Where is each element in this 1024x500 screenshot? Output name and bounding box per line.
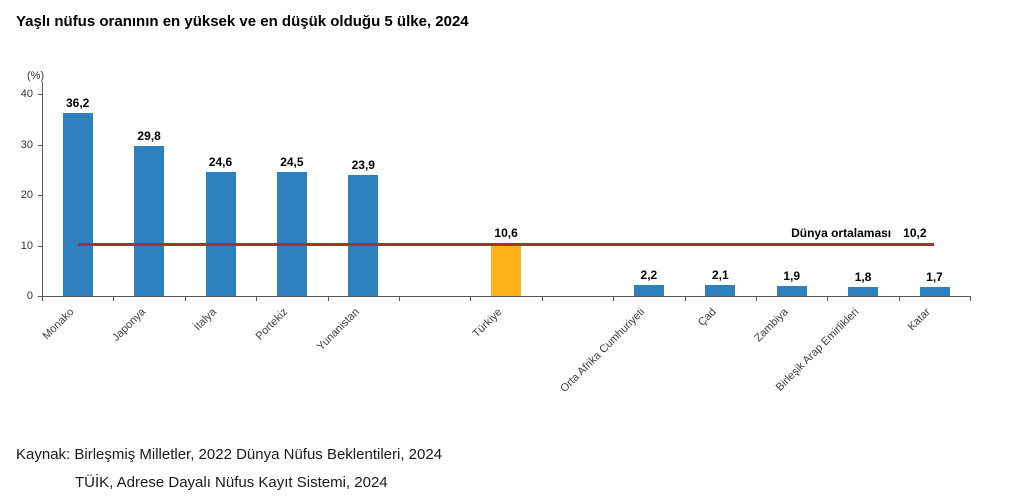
x-category-label-text: Çad <box>696 306 719 329</box>
x-axis-tick <box>898 297 900 301</box>
x-axis-line <box>42 296 972 297</box>
bar <box>348 175 379 296</box>
bar-value-label: 24,5 <box>280 155 304 170</box>
x-axis-tick <box>970 297 972 301</box>
bar <box>919 287 950 296</box>
x-axis-tick <box>470 297 472 301</box>
x-category-label-text: Katar <box>905 306 933 334</box>
bar-value-label: 1,9 <box>783 269 801 284</box>
bar-value-label: 29,8 <box>137 128 161 143</box>
bar-value-label: 2,1 <box>711 268 729 283</box>
y-axis-tick <box>38 94 42 95</box>
bar <box>134 145 165 296</box>
bar-value-label: 23,9 <box>351 158 375 173</box>
y-tick-label: 20 <box>20 189 33 201</box>
x-category-label-text: Zambiya <box>751 306 791 345</box>
chart-title: Yaşlı nüfus oranının en yüksek ve en düş… <box>16 13 469 30</box>
x-axis-tick <box>827 297 829 301</box>
x-axis-tick <box>613 297 615 301</box>
x-axis-tick <box>42 297 43 301</box>
bar <box>776 286 807 296</box>
x-category-label-text: İtalya <box>191 306 219 334</box>
y-tick-label: 0 <box>26 290 33 302</box>
y-axis-line <box>42 82 43 297</box>
bar <box>491 242 522 296</box>
y-tick-label: 10 <box>20 239 33 252</box>
y-axis-tick <box>38 195 42 196</box>
world-average-label-text: Dünya ortalaması <box>791 225 892 240</box>
x-axis-tick <box>327 297 329 301</box>
world-average-value: 10,2 <box>903 225 927 240</box>
bar-value-label: 1,7 <box>926 270 943 285</box>
source-line-2: TÜİK, Adrese Dayalı Nüfus Kayıt Sistemi,… <box>75 474 388 491</box>
world-average-label: Dünya ortalaması 10,2 <box>667 225 927 240</box>
bar <box>276 172 307 296</box>
bar-value-label: 36,2 <box>66 96 90 111</box>
bar-value-label: 2,2 <box>640 267 658 282</box>
bar <box>62 113 93 296</box>
x-category-label-text: Portekiz <box>253 306 291 343</box>
x-category-label-text: Monako <box>40 306 77 343</box>
x-category-label-text: Yunanistan <box>314 306 362 353</box>
x-category-label-text: Japonya <box>109 306 148 344</box>
bar <box>205 171 236 296</box>
y-axis-tick <box>38 296 42 297</box>
x-axis-tick <box>541 297 543 301</box>
source-note: Kaynak: Birleşmiş Milletler, 2022 Dünya … <box>16 441 442 497</box>
x-axis-tick <box>399 297 400 301</box>
bar <box>633 284 664 296</box>
bar <box>848 286 879 296</box>
bar <box>705 285 736 296</box>
x-axis-tick <box>113 297 115 301</box>
x-category-label-text: Türkiye <box>470 306 505 340</box>
x-category-label-text: Birleşik Arap Emirlikleri <box>773 306 862 394</box>
bar-value-label: 10,6 <box>494 225 518 240</box>
source-line-1: Kaynak: Birleşmiş Milletler, 2022 Dünya … <box>16 446 443 463</box>
x-axis-tick <box>756 297 757 301</box>
x-axis-tick <box>256 297 258 301</box>
y-axis-tick <box>38 245 42 247</box>
bar-value-label: 1,8 <box>854 269 872 284</box>
y-tick-label: 30 <box>20 138 33 151</box>
world-average-line <box>77 243 935 246</box>
x-axis-tick <box>684 297 686 301</box>
bar-value-label: 24,6 <box>208 154 233 169</box>
x-axis-tick <box>184 297 186 301</box>
x-category-label-text: Orta Afrika Cumhuriyeti <box>558 306 648 395</box>
y-tick-label: 40 <box>20 88 33 100</box>
y-axis-unit-label: (%) <box>27 70 45 82</box>
y-axis-tick <box>38 144 42 146</box>
